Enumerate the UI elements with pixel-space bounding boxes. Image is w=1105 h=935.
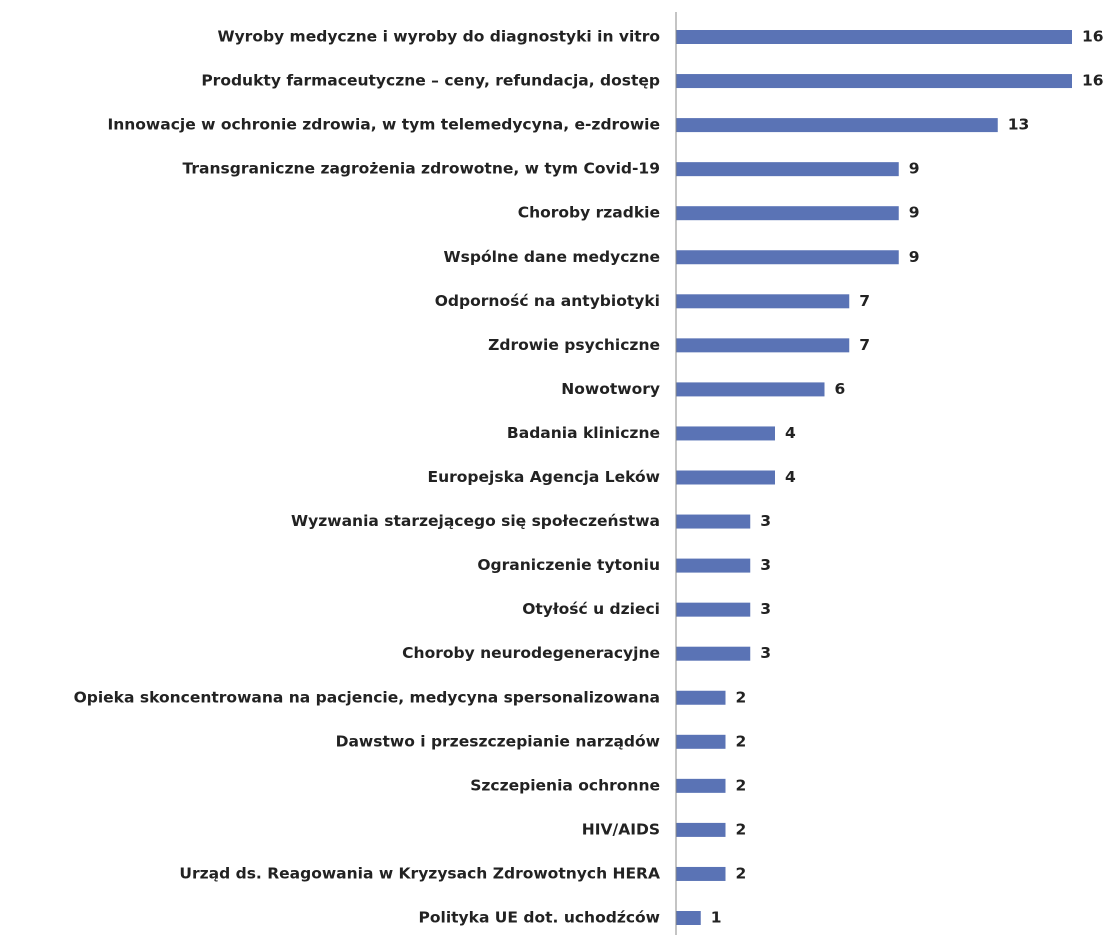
bar: [676, 118, 998, 133]
category-label: Odporność na antybiotyki: [435, 292, 660, 310]
bar: [676, 470, 775, 485]
bar: [676, 338, 850, 353]
value-label: 2: [736, 864, 747, 882]
bar: [676, 514, 751, 529]
value-label: 1: [711, 909, 722, 927]
category-label: Zdrowie psychiczne: [488, 336, 660, 354]
value-label: 2: [736, 688, 747, 706]
bar: [676, 426, 775, 441]
bar: [676, 778, 726, 793]
bar: [676, 558, 751, 573]
value-label: 7: [859, 292, 870, 310]
value-label: 7: [859, 336, 870, 354]
bar: [676, 734, 726, 749]
value-label: 16: [1082, 28, 1104, 46]
value-label: 13: [1008, 116, 1030, 134]
bar: [676, 162, 899, 177]
value-label: 16: [1082, 72, 1104, 90]
value-label: 3: [760, 512, 771, 530]
category-label: Ograniczenie tytoniu: [477, 556, 660, 574]
category-label: Choroby neurodegeneracyjne: [402, 644, 660, 662]
category-label: HIV/AIDS: [582, 820, 660, 838]
bar: [676, 602, 751, 617]
category-label: Wspólne dane medyczne: [444, 248, 660, 266]
category-label: Szczepienia ochronne: [470, 776, 660, 794]
value-label: 9: [909, 160, 920, 178]
bar: [676, 74, 1072, 89]
category-label: Produkty farmaceutyczne – ceny, refundac…: [201, 72, 660, 90]
value-label: 2: [736, 776, 747, 794]
bar: [676, 911, 701, 925]
category-label: Wyroby medyczne i wyroby do diagnostyki …: [217, 28, 660, 46]
category-label: Otyłość u dzieci: [522, 600, 660, 618]
bar: [676, 646, 751, 661]
category-label: Wyzwania starzejącego się społeczeństwa: [291, 512, 660, 530]
bar: [676, 690, 726, 705]
value-label: 6: [835, 380, 846, 398]
category-label: Transgraniczne zagrożenia zdrowotne, w t…: [183, 160, 660, 178]
category-label: Dawstwo i przeszczepianie narządów: [336, 732, 660, 750]
value-label: 9: [909, 204, 920, 222]
category-label: Opieka skoncentrowana na pacjencie, medy…: [74, 688, 660, 706]
category-label: Badania kliniczne: [507, 424, 660, 442]
bar: [676, 250, 899, 265]
value-label: 4: [785, 424, 796, 442]
category-label: Europejska Agencja Leków: [428, 468, 660, 486]
bar: [676, 866, 726, 881]
value-label: 3: [760, 600, 771, 618]
bar: [676, 822, 726, 837]
bar: [676, 30, 1072, 44]
value-label: 4: [785, 468, 796, 486]
value-label: 2: [736, 820, 747, 838]
bar: [676, 294, 850, 309]
bar: [676, 206, 899, 221]
value-label: 9: [909, 248, 920, 266]
category-label: Choroby rzadkie: [518, 204, 660, 222]
value-label: 3: [760, 644, 771, 662]
category-label: Innowacje w ochronie zdrowia, w tym tele…: [107, 116, 660, 134]
bar: [676, 382, 825, 397]
value-label: 2: [736, 732, 747, 750]
value-label: 3: [760, 556, 771, 574]
category-label: Nowotwory: [561, 380, 660, 398]
category-label: Urząd ds. Reagowania w Kryzysach Zdrowot…: [179, 864, 660, 882]
category-label: Polityka UE dot. uchodźców: [419, 909, 661, 927]
